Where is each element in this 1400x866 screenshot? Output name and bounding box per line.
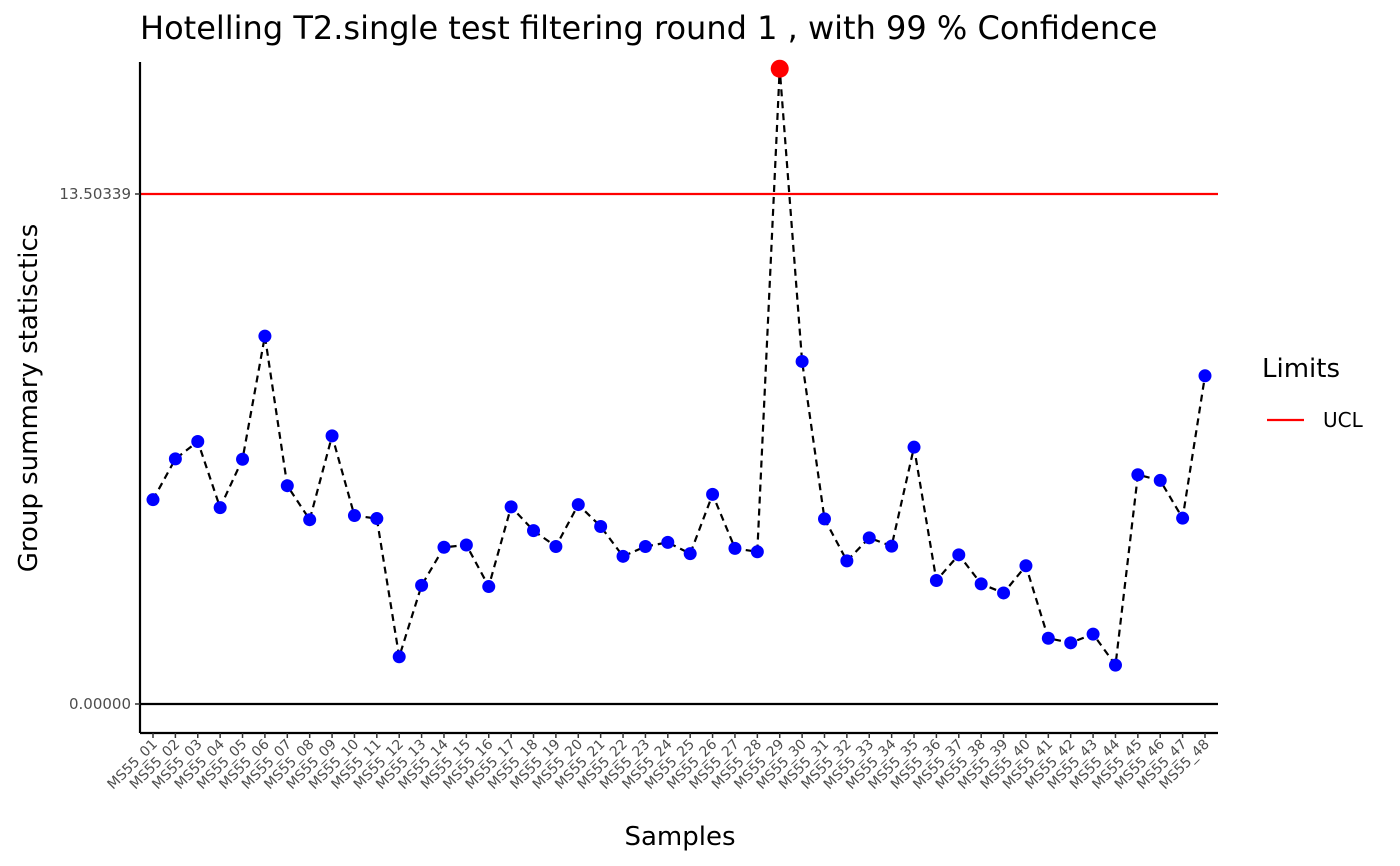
data-point-ms55_40: [1019, 559, 1033, 573]
data-point-ms55_48: [1198, 369, 1212, 383]
data-point-ms55_20: [571, 498, 585, 512]
data-point-ms55_18: [527, 524, 541, 538]
plot-area: [140, 59, 1218, 706]
data-point-ms55_28: [750, 545, 764, 559]
data-point-ms55_19: [549, 540, 563, 554]
data-point-ms55_09: [325, 429, 339, 443]
data-point-ms55_15: [459, 538, 473, 552]
data-point-ms55_23: [638, 540, 652, 554]
y-axis-title: Group summary statisctics: [14, 224, 44, 573]
data-point-ms55_27: [728, 541, 742, 555]
data-point-ms55_25: [683, 547, 697, 561]
data-point-ms55_29: [770, 59, 789, 78]
data-point-ms55_04: [213, 501, 227, 515]
data-point-ms55_08: [303, 513, 317, 527]
y-axis-ticks: 0.00000 13.50339: [59, 185, 140, 713]
data-point-ms55_46: [1153, 473, 1167, 487]
data-point-ms55_32: [840, 554, 854, 568]
data-point-ms55_02: [168, 452, 182, 466]
data-point-ms55_39: [997, 586, 1011, 600]
data-point-ms55_12: [392, 650, 406, 664]
data-point-ms55_24: [661, 535, 675, 549]
data-point-ms55_16: [482, 580, 496, 594]
legend: Limits UCL: [1262, 354, 1364, 432]
data-point-ms55_06: [258, 329, 272, 343]
data-point-ms55_35: [907, 440, 921, 454]
data-point-ms55_11: [370, 512, 384, 526]
x-axis-title: Samples: [624, 822, 735, 852]
data-point-ms55_17: [504, 500, 518, 514]
y-tick-label: 0.00000: [69, 695, 131, 713]
data-point-ms55_01: [146, 493, 160, 507]
data-point-ms55_22: [616, 549, 630, 563]
data-point-ms55_34: [885, 539, 899, 553]
data-point-ms55_05: [236, 452, 250, 466]
x-axis-ticks: MS55_01MS55_02MS55_03MS55_04MS55_05MS55_…: [105, 733, 1213, 793]
data-point-ms55_43: [1086, 627, 1100, 641]
data-point-ms55_36: [929, 573, 943, 587]
chart-title: Hotelling T2.single test filtering round…: [140, 9, 1157, 47]
data-point-ms55_21: [594, 519, 608, 533]
data-point-ms55_03: [191, 435, 205, 449]
data-point-ms55_38: [974, 577, 988, 591]
data-point-ms55_26: [706, 487, 720, 501]
data-point-ms55_14: [437, 540, 451, 554]
legend-title: Limits: [1262, 354, 1340, 384]
legend-ucl-label: UCL: [1323, 408, 1364, 432]
data-point-ms55_42: [1064, 636, 1078, 650]
data-point-ms55_41: [1041, 631, 1055, 645]
data-point-ms55_31: [817, 512, 831, 526]
data-point-ms55_45: [1131, 468, 1145, 482]
data-point-ms55_37: [952, 548, 966, 562]
data-point-ms55_30: [795, 354, 809, 368]
data-point-ms55_13: [415, 578, 429, 592]
data-point-ms55_33: [862, 531, 876, 545]
data-point-ms55_10: [347, 509, 361, 523]
series-line: [152, 68, 1207, 669]
data-point-ms55_07: [280, 479, 294, 493]
y-tick-label: 13.50339: [59, 185, 131, 203]
data-point-ms55_47: [1176, 511, 1190, 525]
data-point-ms55_44: [1108, 658, 1122, 672]
